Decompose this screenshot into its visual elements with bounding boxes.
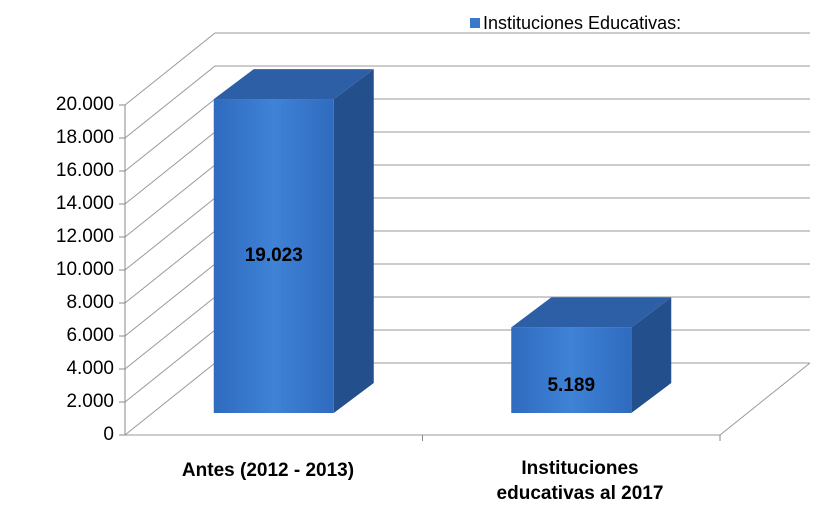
legend-swatch	[470, 18, 480, 28]
y-tick-label: 0	[103, 424, 114, 445]
y-tick-label: 14.000	[56, 193, 114, 214]
bar	[213, 99, 334, 414]
y-tick-label: 10.000	[56, 259, 114, 280]
y-tick-label: 18.000	[56, 127, 114, 148]
data-label: 5.189	[547, 375, 595, 396]
bar-top	[213, 69, 374, 100]
grid-line	[124, 65, 810, 139]
legend-label: Instituciones Educativas:	[483, 13, 681, 33]
x-tick-label: Antes (2012 - 2013)	[181, 460, 355, 481]
x-tick-label: Instituciones educativas al 2017	[496, 458, 664, 504]
y-tick-label: 8.000	[66, 292, 114, 313]
bar	[511, 327, 632, 413]
y-tick-label: 4.000	[66, 358, 114, 379]
y-tick-label: 12.000	[56, 226, 114, 247]
y-tick-label: 6.000	[66, 325, 114, 346]
y-tick-label: 20.000	[56, 94, 114, 115]
bar-side	[631, 297, 672, 413]
grid-line	[124, 32, 810, 106]
bar-top	[511, 297, 672, 328]
y-tick-label: 16.000	[56, 160, 114, 181]
bar-side	[333, 69, 374, 414]
data-label: 19.023	[245, 245, 303, 266]
y-tick-label: 2.000	[66, 391, 114, 412]
